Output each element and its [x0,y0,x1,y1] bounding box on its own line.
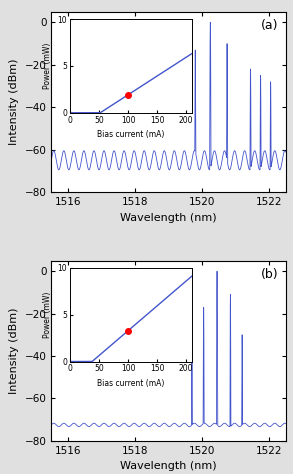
Text: (b): (b) [261,268,279,281]
Y-axis label: Intensity (dBm): Intensity (dBm) [9,308,19,394]
X-axis label: Wavelength (nm): Wavelength (nm) [120,212,217,222]
Text: (a): (a) [261,19,279,32]
X-axis label: Wavelength (nm): Wavelength (nm) [120,461,217,471]
Y-axis label: Intensity (dBm): Intensity (dBm) [9,59,19,145]
